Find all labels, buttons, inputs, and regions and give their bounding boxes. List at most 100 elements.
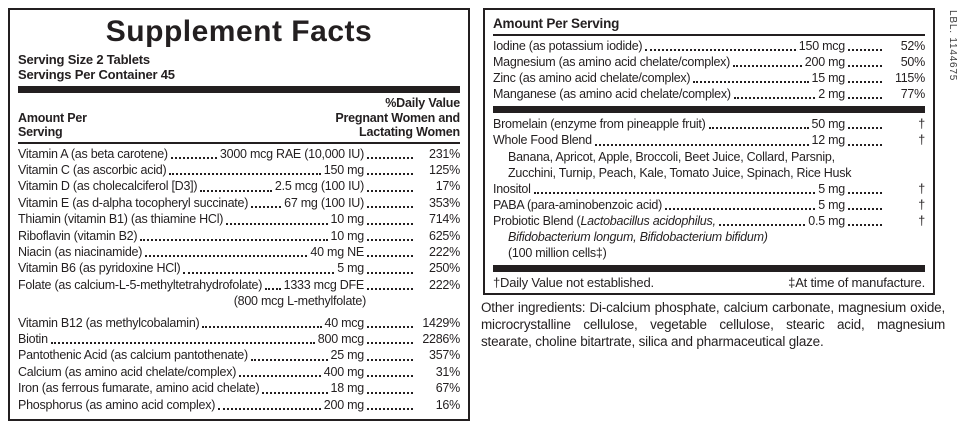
nutrient-name: PABA (para-aminobenzoic acid) [493,197,662,212]
leader-dots [645,49,796,52]
table-row: Bromelain (enzyme from pineapple fruit) 5… [493,116,925,132]
footnote-manufacture: ‡At time of manufacture. [788,275,925,291]
leader-dots [848,81,882,84]
leader-dots [367,238,413,241]
leader-dots [367,189,413,192]
nutrient-name: Phosphorus (as amino acid complex) [18,397,216,412]
leader-dots [145,255,308,258]
daily-value-percent: † [918,197,925,212]
leader-dots [733,65,802,68]
leader-dots [693,81,809,84]
daily-value-percent: 222% [429,277,460,292]
daily-value-percent: 115% [894,71,925,86]
table-row: Pantothenic Acid (as calcium pantothenat… [18,347,460,363]
leader-dots [265,288,281,291]
leader-dots [594,143,809,146]
daily-value-percent: 31% [435,364,461,379]
nutrient-amount: 12 mg [811,133,846,148]
table-row: Probiotic Blend (Lactobacillus acidophil… [493,213,925,229]
leader-dots [733,97,816,100]
table-row: Riboflavin (vitamin B2) 10 mg 625% [18,228,460,244]
leader-dots [250,358,328,361]
leader-dots [848,207,882,210]
leader-dots [533,191,816,194]
nutrient-amount: 5 mg [818,197,845,212]
nutrient-name: Vitamin E (as d-alpha tocopheryl succina… [18,195,249,210]
nutrient-name: Biotin [18,331,48,346]
blend-rows: Bromelain (enzyme from pineapple fruit) 5… [493,116,925,261]
leader-dots [367,288,413,291]
leader-dots [367,271,413,274]
nutrient-amount: 5 mg [337,261,364,276]
nutrient-name: Pantothenic Acid (as calcium pantothenat… [18,348,248,363]
daily-value-percent: 250% [429,261,460,276]
table-row: Iron (as ferrous fumarate, amino acid ch… [18,380,460,396]
nutrient-amount: 0.5 mg [808,213,845,228]
table-row-subline: Zucchini, Turnip, Peach, Kale, Tomato Ju… [508,165,852,180]
thick-divider [493,106,925,114]
table-row: Inositol 5 mg † [493,181,925,197]
daily-value-percent: † [918,133,925,148]
nutrient-amount: 200 mg [323,397,364,412]
serving-size: Serving Size 2 Tablets [18,52,150,67]
nutrient-name: Probiotic Blend (Lactobacillus acidophil… [493,213,716,228]
nutrient-amount: 150 mg [323,162,364,177]
thick-divider [493,265,925,273]
leader-dots [848,49,882,52]
leader-dots [226,222,328,225]
column-header: Amount Per Serving %Daily Value Pregnant W… [18,96,460,140]
servings-per-container: Servings Per Container 45 [18,67,175,82]
nutrient-name: Magnesium (as amino acid chelate/complex… [493,55,731,70]
nutrient-amount: 3000 mcg RAE (10,000 IU) [219,146,364,161]
label-code: LBL. 1144675 [947,10,958,82]
leader-dots [169,173,321,176]
daily-value-percent: 714% [429,212,460,227]
leader-dots [251,206,282,209]
nutrient-name: Riboflavin (vitamin B2) [18,228,138,243]
daily-value-percent: 17% [435,179,461,194]
daily-value-percent: 52% [900,39,926,53]
column-header-daily-value: %Daily Value Pregnant Women and Lactating … [335,96,460,139]
daily-value-percent: † [918,213,925,228]
leader-dots [50,342,315,345]
leader-dots [848,127,882,130]
nutrient-name: Inositol [493,181,531,196]
nutrient-amount: 10 mg [330,212,365,227]
leader-dots [367,358,413,361]
daily-value-percent: 77% [900,87,926,102]
leader-dots [848,65,882,68]
leader-dots [218,408,321,410]
nutrient-amount: 2.5 mcg (100 IU) [274,179,364,194]
daily-value-percent: 50% [900,55,926,70]
supplement-facts-title: Supplement Facts [105,15,373,48]
leader-dots [262,391,328,394]
nutrient-name: Bromelain (enzyme from pineapple fruit) [493,117,706,132]
vitamin-rows: Vitamin A (as beta carotene) 3000 mcg RAE… [18,146,460,414]
leader-dots [708,127,809,130]
daily-value-percent: 231% [429,146,460,161]
leader-dots [367,156,413,159]
table-row-subline: (100 million cells‡) [508,246,607,261]
daily-value-percent: 222% [429,244,460,259]
daily-value-percent: 67% [435,381,461,396]
nutrient-amount: 2 mg [818,87,845,102]
thin-divider [18,141,460,144]
nutrient-amount: 10 mg [330,228,365,243]
leader-dots [367,408,413,410]
thick-divider [18,86,460,93]
leader-dots [367,206,413,209]
nutrient-name: Iodine (as potassium iodide) [493,39,643,53]
nutrient-amount: 50 mg [811,117,846,132]
nutrient-amount: 15 mg [811,71,846,86]
nutrient-amount: 67 mg (100 IU) [284,195,364,210]
table-row: Vitamin E (as d-alpha tocopheryl succina… [18,195,460,211]
nutrient-name: Vitamin B6 (as pyridoxine HCl) [18,261,181,276]
mineral-rows: Iodine (as potassium iodide) 150 mcg 52% Ma… [493,38,925,102]
table-row: Iodine (as potassium iodide) 150 mcg 52% [493,38,925,54]
table-row: Phosphorus (as amino acid complex) 200 mg… [18,397,460,413]
nutrient-name: Vitamin D (as cholecalciferol [D3]) [18,179,198,194]
table-row-subline: Bifidobacterium longum, Bifidobacterium … [508,230,768,245]
table-row: Niacin (as niacinamide) 40 mg NE 222% [18,244,460,260]
table-row: PABA (para-aminobenzoic acid) 5 mg † [493,197,925,213]
leader-dots [367,173,413,176]
